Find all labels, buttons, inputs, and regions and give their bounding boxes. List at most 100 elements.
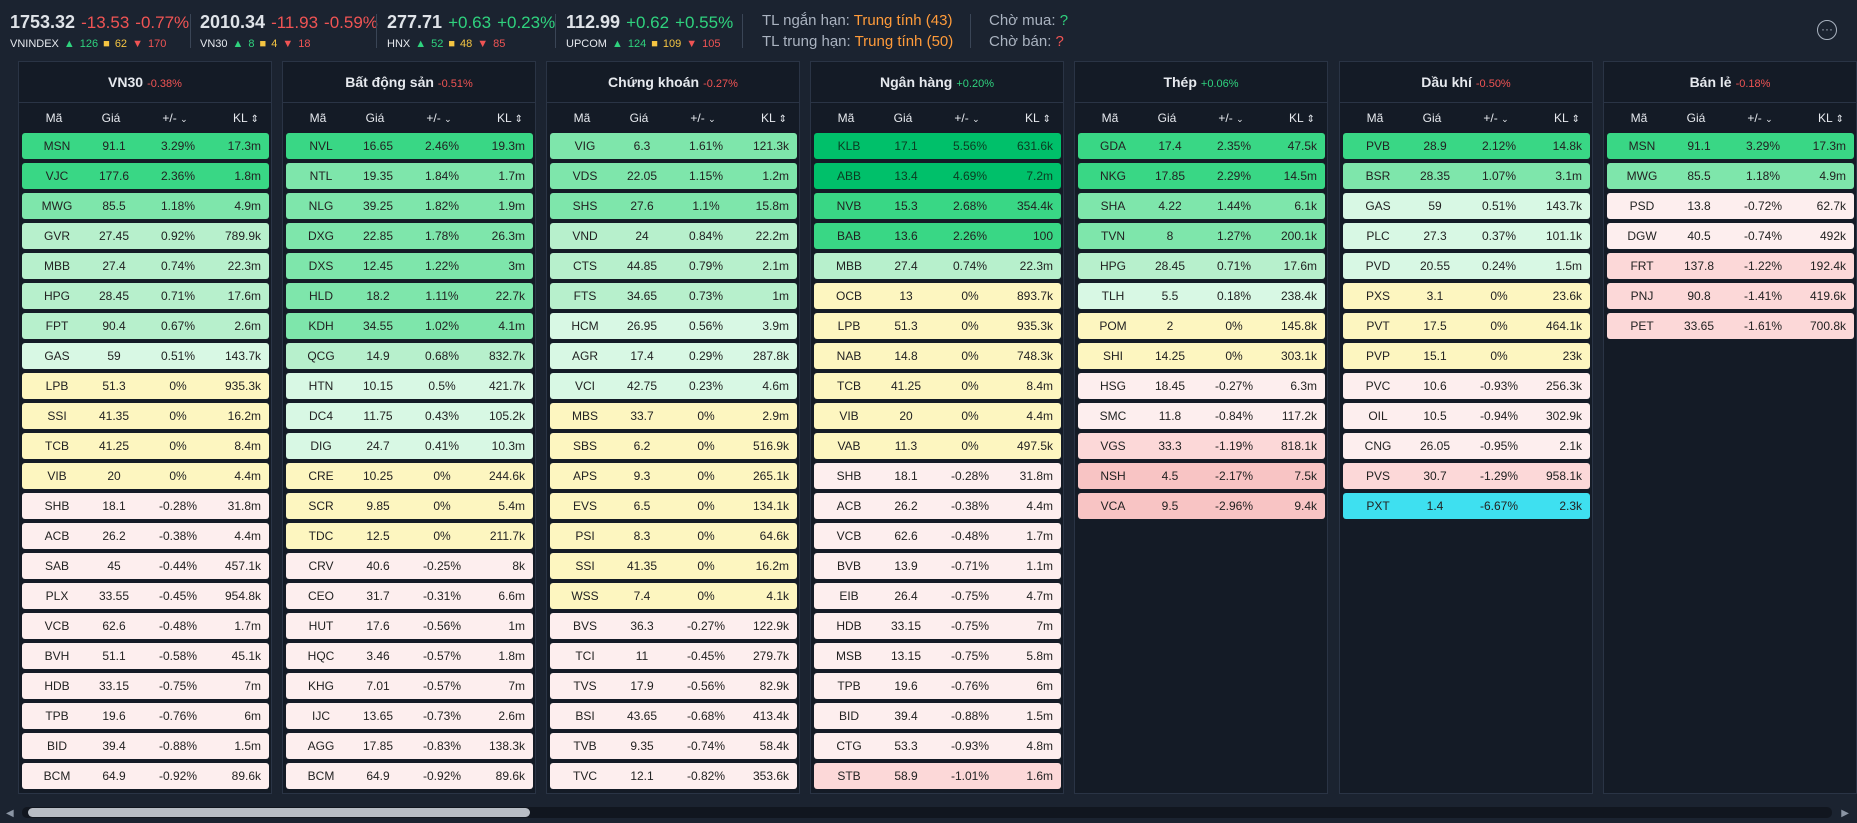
- table-row[interactable]: EIB 26.4 -0.75% 4.7m: [814, 583, 1061, 609]
- table-row[interactable]: DC4 11.75 0.43% 105.2k: [286, 403, 533, 429]
- col-price-header[interactable]: Giá: [1157, 111, 1177, 125]
- table-row[interactable]: VIB 20 0% 4.4m: [814, 403, 1061, 429]
- table-row[interactable]: TVN 8 1.27% 200.1k: [1078, 223, 1325, 249]
- table-row[interactable]: MBB 27.4 0.74% 22.3m: [814, 253, 1061, 279]
- table-row[interactable]: TVC 12.1 -0.82% 353.6k: [550, 763, 797, 789]
- col-code-header[interactable]: Mã: [309, 111, 327, 125]
- col-volume-header[interactable]: KL ⇕: [717, 103, 787, 135]
- table-row[interactable]: VIB 20 0% 4.4m: [22, 463, 269, 489]
- table-row[interactable]: CEO 31.7 -0.31% 6.6m: [286, 583, 533, 609]
- scroll-left-arrow-icon[interactable]: ◀: [6, 808, 14, 819]
- table-row[interactable]: CTS 44.85 0.79% 2.1m: [550, 253, 797, 279]
- col-change-header[interactable]: +/- ⌄: [935, 103, 999, 134]
- table-row[interactable]: FRT 137.8 -1.22% 192.4k: [1607, 253, 1854, 279]
- col-code-header[interactable]: Mã: [1366, 111, 1384, 125]
- col-code-header[interactable]: Mã: [45, 111, 63, 125]
- table-row[interactable]: MSB 13.15 -0.75% 5.8m: [814, 643, 1061, 669]
- sector-title[interactable]: Ngân hàng +0.20%: [811, 62, 1063, 103]
- table-row[interactable]: TVS 17.9 -0.56% 82.9k: [550, 673, 797, 699]
- table-row[interactable]: MWG 85.5 1.18% 4.9m: [22, 193, 269, 219]
- index-vn30[interactable]: 2010.34 -11.93 -0.59% VN30 ▲ 8 ■ 4 ▼ 18: [200, 12, 378, 50]
- col-change-header[interactable]: +/- ⌄: [143, 103, 207, 134]
- table-row[interactable]: BID 39.4 -0.88% 1.5m: [814, 703, 1061, 729]
- col-price-header[interactable]: Giá: [1422, 111, 1442, 125]
- sector-title[interactable]: Bán lẻ -0.18%: [1604, 62, 1856, 103]
- table-row[interactable]: VDS 22.05 1.15% 1.2m: [550, 163, 797, 189]
- table-row[interactable]: CRV 40.6 -0.25% 8k: [286, 553, 533, 579]
- index-vnindex[interactable]: 1753.32 -13.53 -0.77% VNINDEX ▲ 126 ■ 62 ▼ 170: [10, 12, 189, 50]
- table-row[interactable]: NVL 16.65 2.46% 19.3m: [286, 133, 533, 159]
- col-code-header[interactable]: Mã: [1630, 111, 1648, 125]
- col-change-header[interactable]: +/- ⌄: [407, 103, 471, 134]
- table-row[interactable]: MSN 91.1 3.29% 17.3m: [1607, 133, 1854, 159]
- table-row[interactable]: PVB 28.9 2.12% 14.8k: [1343, 133, 1590, 159]
- table-row[interactable]: SHS 27.6 1.1% 15.8m: [550, 193, 797, 219]
- table-row[interactable]: GDA 17.4 2.35% 47.5k: [1078, 133, 1325, 159]
- table-row[interactable]: TDC 12.5 0% 211.7k: [286, 523, 533, 549]
- table-row[interactable]: BSI 43.65 -0.68% 413.4k: [550, 703, 797, 729]
- table-row[interactable]: ACB 26.2 -0.38% 4.4m: [814, 493, 1061, 519]
- table-row[interactable]: TCB 41.25 0% 8.4m: [22, 433, 269, 459]
- col-change-header[interactable]: +/- ⌄: [1464, 103, 1528, 134]
- table-row[interactable]: LPB 51.3 0% 935.3k: [814, 313, 1061, 339]
- col-volume-header[interactable]: KL ⇕: [189, 103, 259, 135]
- col-price-header[interactable]: Giá: [365, 111, 385, 125]
- col-volume-header[interactable]: KL ⇕: [1245, 103, 1315, 135]
- col-volume-header[interactable]: KL ⇕: [981, 103, 1051, 135]
- table-row[interactable]: CTG 53.3 -0.93% 4.8m: [814, 733, 1061, 759]
- table-row[interactable]: FPT 90.4 0.67% 2.6m: [22, 313, 269, 339]
- table-row[interactable]: DXS 12.45 1.22% 3m: [286, 253, 533, 279]
- table-row[interactable]: NTL 19.35 1.84% 1.7m: [286, 163, 533, 189]
- table-row[interactable]: TLH 5.5 0.18% 238.4k: [1078, 283, 1325, 309]
- table-row[interactable]: ABB 13.4 4.69% 7.2m: [814, 163, 1061, 189]
- table-row[interactable]: SSI 41.35 0% 16.2m: [22, 403, 269, 429]
- col-code-header[interactable]: Mã: [1101, 111, 1119, 125]
- table-row[interactable]: APS 9.3 0% 265.1k: [550, 463, 797, 489]
- table-row[interactable]: KDH 34.55 1.02% 4.1m: [286, 313, 533, 339]
- table-row[interactable]: CNG 26.05 -0.95% 2.1k: [1343, 433, 1590, 459]
- table-row[interactable]: PVP 15.1 0% 23k: [1343, 343, 1590, 369]
- table-row[interactable]: PVT 17.5 0% 464.1k: [1343, 313, 1590, 339]
- table-row[interactable]: GAS 59 0.51% 143.7k: [1343, 193, 1590, 219]
- table-row[interactable]: VCB 62.6 -0.48% 1.7m: [22, 613, 269, 639]
- table-row[interactable]: EVS 6.5 0% 134.1k: [550, 493, 797, 519]
- table-row[interactable]: BVB 13.9 -0.71% 1.1m: [814, 553, 1061, 579]
- table-row[interactable]: VJC 177.6 2.36% 1.8m: [22, 163, 269, 189]
- col-change-header[interactable]: +/- ⌄: [1728, 103, 1792, 134]
- table-row[interactable]: HSG 18.45 -0.27% 6.3m: [1078, 373, 1325, 399]
- col-volume-header[interactable]: KL ⇕: [1774, 103, 1844, 135]
- table-row[interactable]: HDB 33.15 -0.75% 7m: [814, 613, 1061, 639]
- table-row[interactable]: QCG 14.9 0.68% 832.7k: [286, 343, 533, 369]
- table-row[interactable]: VCB 62.6 -0.48% 1.7m: [814, 523, 1061, 549]
- sector-title[interactable]: Thép +0.06%: [1075, 62, 1327, 103]
- table-row[interactable]: OCB 13 0% 893.7k: [814, 283, 1061, 309]
- table-row[interactable]: TCI 11 -0.45% 279.7k: [550, 643, 797, 669]
- table-row[interactable]: DIG 24.7 0.41% 10.3m: [286, 433, 533, 459]
- table-row[interactable]: WSS 7.4 0% 4.1k: [550, 583, 797, 609]
- table-row[interactable]: POM 2 0% 145.8k: [1078, 313, 1325, 339]
- table-row[interactable]: MBB 27.4 0.74% 22.3m: [22, 253, 269, 279]
- table-row[interactable]: PLX 33.55 -0.45% 954.8k: [22, 583, 269, 609]
- table-row[interactable]: AGG 17.85 -0.83% 138.3k: [286, 733, 533, 759]
- table-row[interactable]: TPB 19.6 -0.76% 6m: [814, 673, 1061, 699]
- table-row[interactable]: SCR 9.85 0% 5.4m: [286, 493, 533, 519]
- table-row[interactable]: SAB 45 -0.44% 457.1k: [22, 553, 269, 579]
- table-row[interactable]: PET 33.65 -1.61% 700.8k: [1607, 313, 1854, 339]
- table-row[interactable]: PSI 8.3 0% 64.6k: [550, 523, 797, 549]
- table-row[interactable]: AGR 17.4 0.29% 287.8k: [550, 343, 797, 369]
- table-row[interactable]: PXT 1.4 -6.67% 2.3k: [1343, 493, 1590, 519]
- table-row[interactable]: NVB 15.3 2.68% 354.4k: [814, 193, 1061, 219]
- table-row[interactable]: GVR 27.45 0.92% 789.9k: [22, 223, 269, 249]
- table-row[interactable]: OIL 10.5 -0.94% 302.9k: [1343, 403, 1590, 429]
- table-row[interactable]: TPB 19.6 -0.76% 6m: [22, 703, 269, 729]
- table-row[interactable]: GAS 59 0.51% 143.7k: [22, 343, 269, 369]
- scrollbar-thumb[interactable]: [28, 808, 530, 817]
- table-row[interactable]: KHG 7.01 -0.57% 7m: [286, 673, 533, 699]
- table-row[interactable]: BAB 13.6 2.26% 100: [814, 223, 1061, 249]
- sector-title[interactable]: VN30 -0.38%: [19, 62, 271, 103]
- table-row[interactable]: HUT 17.6 -0.56% 1m: [286, 613, 533, 639]
- table-row[interactable]: MBS 33.7 0% 2.9m: [550, 403, 797, 429]
- table-row[interactable]: PVC 10.6 -0.93% 256.3k: [1343, 373, 1590, 399]
- more-options-icon[interactable]: ···: [1817, 20, 1837, 40]
- sector-title[interactable]: Bất động sản -0.51%: [283, 62, 535, 103]
